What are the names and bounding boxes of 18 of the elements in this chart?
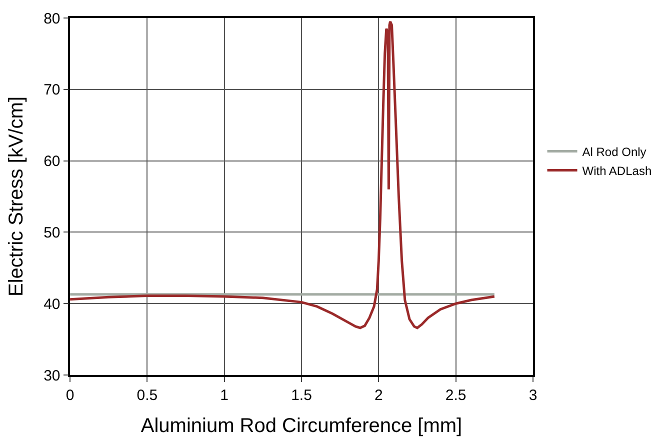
y-tick-label: 70 bbox=[44, 82, 60, 99]
y-tick-label: 40 bbox=[44, 296, 60, 313]
y-axis-title: Electric Stress [kV/cm] bbox=[6, 96, 28, 297]
y-tick-label: 50 bbox=[44, 224, 60, 242]
legend-label: Al Rod Only bbox=[582, 144, 646, 159]
y-tick-label: 60 bbox=[44, 153, 60, 170]
x-tick-label: 2.5 bbox=[445, 386, 466, 404]
x-tick-label: 0.5 bbox=[136, 386, 158, 404]
x-tick-label: 2 bbox=[374, 386, 383, 404]
x-tick-label: 0 bbox=[66, 386, 74, 404]
line-series bbox=[70, 20, 496, 330]
x-tick-label: 1 bbox=[220, 386, 228, 404]
y-tick-label: 30 bbox=[44, 367, 60, 384]
x-tick-label: 3 bbox=[528, 386, 538, 404]
y-tick-label: 80 bbox=[44, 10, 60, 28]
x-tick-label: 1.5 bbox=[291, 386, 312, 404]
x-axis-title: Aluminium Rod Circumference [mm] bbox=[140, 414, 462, 437]
legend-label: With ADLash bbox=[582, 164, 652, 178]
